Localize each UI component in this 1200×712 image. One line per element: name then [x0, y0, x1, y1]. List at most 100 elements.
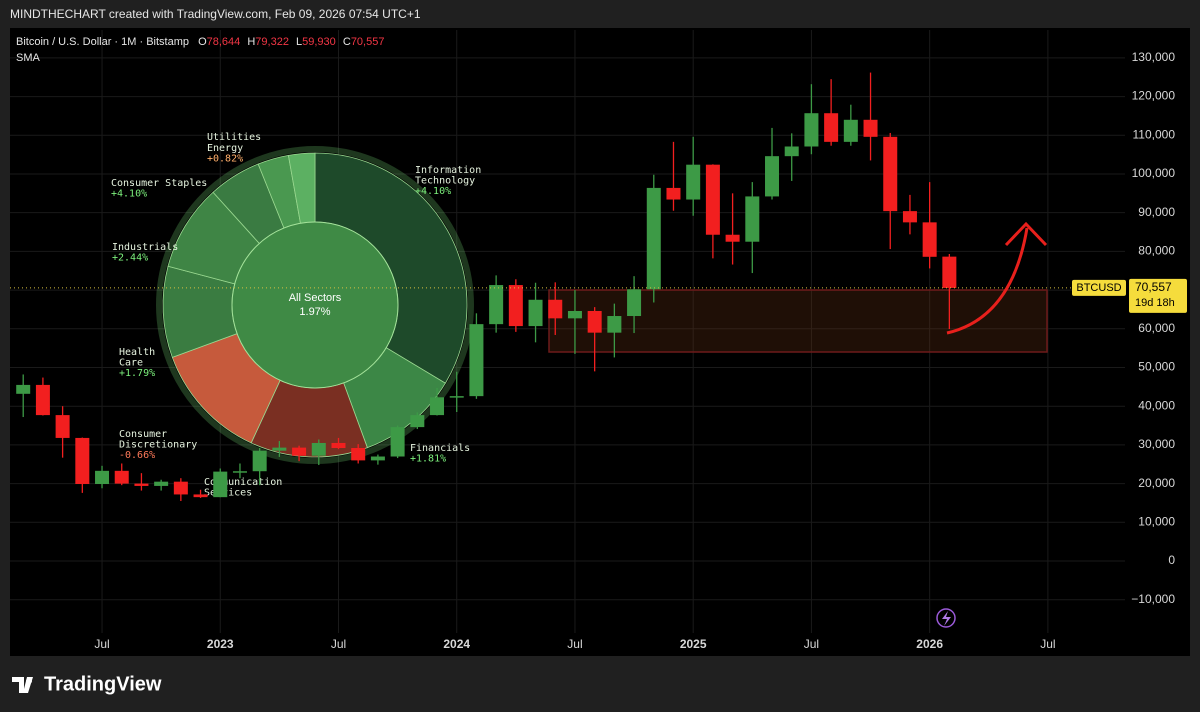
y-tick-label: 110,000: [1133, 127, 1176, 141]
credit: MINDTHECHART created with TradingView.co…: [10, 7, 421, 21]
sector-label: Communication: [204, 477, 282, 488]
axes: −10,000 0 10,000 20,000 30,000 40,000 50,000 60…: [10, 50, 1187, 651]
candle-body: [942, 256, 957, 288]
candles: [16, 72, 957, 502]
y-tick-label: 130,000: [1132, 50, 1176, 64]
ohlc-key: L: [296, 36, 302, 48]
candle-body: [351, 447, 366, 461]
x-tick-label: 2025: [680, 637, 707, 651]
candle-body: [95, 470, 110, 484]
candle-body: [410, 415, 425, 428]
ohlc-value: 70,557: [351, 36, 385, 48]
candle-body: [686, 164, 701, 200]
center-label: All Sectors: [289, 292, 342, 304]
candle-body: [843, 119, 858, 142]
candle-body: [705, 164, 720, 235]
candle-body: [213, 471, 228, 498]
logo-text: TradingView: [44, 673, 162, 695]
candle-body: [292, 447, 307, 456]
candle-body: [390, 427, 405, 457]
sector-value: +0.82%: [207, 154, 243, 165]
footer-logo: TradingView: [12, 673, 162, 695]
sector-label: Services: [204, 488, 252, 499]
ohlc-key: O: [198, 36, 207, 48]
candle-body: [252, 450, 267, 472]
candle-body: [824, 113, 839, 142]
candle-body: [666, 187, 681, 200]
candle-body: [331, 442, 346, 448]
y-tick-label: 10,000: [1138, 514, 1175, 528]
sector-label: Discretionary: [119, 440, 197, 451]
candle-body: [784, 146, 799, 157]
candle-body: [607, 316, 622, 333]
event-icon[interactable]: [936, 608, 956, 628]
candle-body: [55, 415, 70, 438]
sector-label: Technology: [415, 176, 475, 187]
sector-label: Health: [119, 347, 155, 358]
countdown-label: 19d 18h: [1135, 297, 1175, 309]
sector-label: Consumer Staples: [111, 178, 207, 189]
y-tick-label: 40,000: [1138, 398, 1175, 412]
indicator: SMA: [16, 52, 41, 64]
candle-body: [883, 136, 898, 212]
center-value: 1.97%: [299, 306, 330, 318]
symbol-box: [1072, 279, 1126, 296]
sector-label: Industrials: [112, 242, 178, 253]
candle-body: [804, 113, 819, 147]
y-tick-label: 90,000: [1138, 205, 1175, 219]
candle-body: [646, 187, 661, 290]
sector-value: +4.10%: [111, 189, 147, 200]
y-tick-label: −10,000: [1131, 592, 1175, 606]
ohlc-key: H: [247, 36, 255, 48]
sector-value: +1.79%: [119, 368, 155, 379]
candle-body: [469, 324, 484, 397]
sector-label: Energy: [207, 143, 243, 154]
y-tick-label: 80,000: [1138, 244, 1175, 258]
ohlc-value: 59,930: [302, 36, 336, 48]
sector-label: Consumer: [119, 429, 167, 440]
x-tick-label: Jul: [804, 637, 819, 651]
y-tick-label: 0: [1168, 553, 1175, 567]
candle-body: [902, 211, 917, 223]
candle-body: [173, 481, 188, 495]
support-zone: [548, 289, 1048, 353]
candle-body: [430, 397, 445, 416]
ohlc-key: C: [343, 36, 351, 48]
ohlc-value: 78,644: [207, 36, 241, 48]
candle-body: [114, 470, 129, 484]
price-box: [1129, 278, 1187, 313]
candle-body: [863, 119, 878, 137]
candle-body: [725, 234, 740, 242]
logo-dot: [26, 678, 32, 684]
candle-body: [35, 384, 50, 416]
sector-label: Information: [415, 165, 481, 176]
symbol-title: Bitcoin / U.S. Dollar · 1M · Bitstamp: [16, 36, 189, 48]
y-tick-label: 100,000: [1132, 166, 1176, 180]
candle-body: [449, 396, 464, 398]
candle-body: [627, 289, 642, 317]
sector-value: +2.44%: [112, 253, 148, 264]
candle-body: [489, 285, 504, 325]
center-disc: [231, 221, 399, 389]
x-tick-label: 2026: [916, 637, 943, 651]
x-tick-label: 2024: [443, 637, 470, 651]
x-tick-label: Jul: [94, 637, 109, 651]
sector-label: Utilities: [207, 132, 261, 143]
candle-body: [370, 456, 385, 461]
sector-value: +4.10%: [415, 186, 451, 197]
event-icon-bolt: [942, 611, 951, 626]
candle-body: [16, 384, 31, 394]
candle-body: [528, 299, 543, 327]
arrow: [946, 227, 1029, 335]
sector-value: -0.66%: [119, 450, 155, 461]
candle-body: [154, 481, 169, 486]
candle-body: [272, 447, 287, 451]
x-tick-label: Jul: [331, 637, 346, 651]
arrow-head: [1004, 221, 1048, 247]
y-tick-label: 30,000: [1138, 437, 1175, 451]
ohlc-value: 79,322: [255, 36, 289, 48]
x-tick-label: Jul: [567, 637, 582, 651]
candle-body: [548, 299, 563, 319]
symbol-label: BTCUSD: [1076, 282, 1121, 294]
